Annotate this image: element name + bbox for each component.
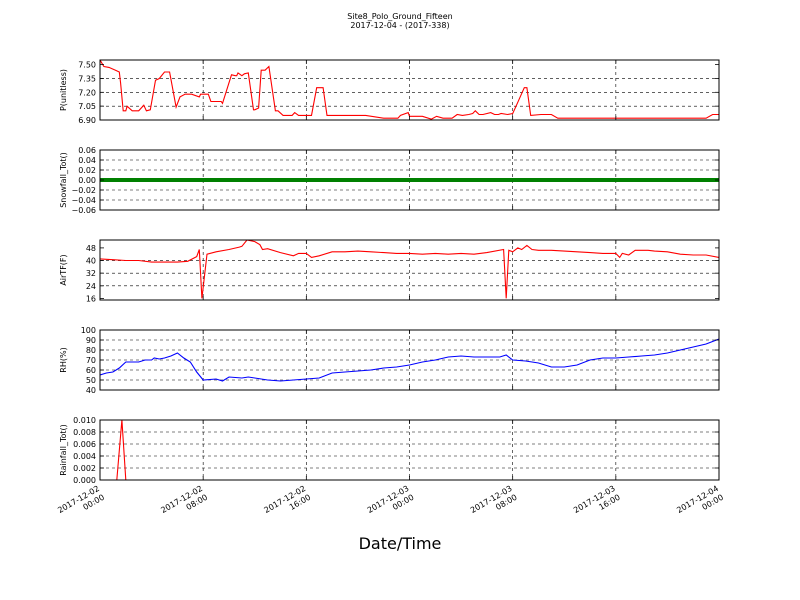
x-tick-label: 2017-12-0400:00 xyxy=(675,484,725,524)
y-tick-label: 70 xyxy=(86,356,96,365)
y-tick-label: −0.04 xyxy=(71,196,96,205)
y-axis-title: Rainfall_Tot() xyxy=(59,424,68,476)
y-tick-label: 0.002 xyxy=(73,464,96,473)
x-tick-label: 2017-12-0216:00 xyxy=(263,484,313,524)
x-tick-label: 2017-12-0316:00 xyxy=(572,484,622,524)
y-axis-title: P(unitless) xyxy=(59,69,68,111)
y-tick-label: 0.00 xyxy=(78,176,96,185)
y-tick-label: 0.000 xyxy=(73,476,96,485)
y-tick-label: 24 xyxy=(86,282,96,291)
x-tick-labels: 2017-12-0200:00 2017-12-0208:00 2017-12-02… xyxy=(56,484,725,524)
y-axis-title: Snowfall_Tot() xyxy=(59,152,68,208)
y-tick-label: 60 xyxy=(86,366,96,375)
panel-2: −0.06−0.04−0.020.000.020.040.06 Snowfall_… xyxy=(59,146,720,215)
y-tick-label: 50 xyxy=(86,376,96,385)
x-tick-label: 2017-12-0200:00 xyxy=(56,484,106,524)
y-tick-label: 48 xyxy=(86,244,96,253)
y-tick-label: 0.06 xyxy=(78,146,96,155)
y-tick-label: 80 xyxy=(86,346,96,355)
y-tick-label: 6.90 xyxy=(78,116,96,125)
chart-title: Site8_Polo_Ground_Fifteen xyxy=(347,12,453,21)
y-tick-label: 40 xyxy=(86,386,96,395)
y-tick-label: 7.50 xyxy=(78,61,96,70)
x-tick-label: 2017-12-0208:00 xyxy=(159,484,209,524)
x-axis-title: Date/Time xyxy=(358,534,442,553)
y-axis-title: RH(%) xyxy=(59,347,68,372)
chart-subtitle: 2017-12-04 - (2017-338) xyxy=(350,21,450,30)
y-tick-label: 7.20 xyxy=(78,88,96,97)
x-tick-label: 2017-12-0308:00 xyxy=(469,484,519,524)
y-tick-label: 0.010 xyxy=(73,416,96,425)
series-line xyxy=(100,338,719,382)
y-tick-label: −0.06 xyxy=(71,206,96,215)
y-tick-label: 40 xyxy=(86,257,96,266)
y-tick-label: −0.02 xyxy=(71,186,96,195)
y-tick-label: 100 xyxy=(81,326,96,335)
x-tick-label: 2017-12-0300:00 xyxy=(366,484,416,524)
y-axis-title: AirTF(F) xyxy=(59,254,68,285)
panel-3: 16 24 32 40 48 AirTF(F) xyxy=(59,239,720,303)
y-tick-label: 0.004 xyxy=(73,452,96,461)
y-tick-label: 0.006 xyxy=(73,440,96,449)
y-tick-label: 7.05 xyxy=(78,102,96,111)
y-tick-label: 0.02 xyxy=(78,166,96,175)
y-tick-label: 16 xyxy=(86,294,96,303)
series-line xyxy=(100,240,719,299)
panel-1: 6.90 7.05 7.20 7.35 7.50 P(unitless) xyxy=(59,59,720,125)
series-line xyxy=(100,60,719,120)
y-tick-label: 32 xyxy=(86,269,96,278)
panel-5: 0.000 0.002 0.004 0.006 0.008 0.010 Rainfall_T… xyxy=(59,416,720,485)
y-tick-label: 90 xyxy=(86,336,96,345)
y-tick-label: 0.04 xyxy=(78,156,96,165)
y-tick-label: 7.35 xyxy=(78,74,96,83)
y-tick-label: 0.008 xyxy=(73,428,96,437)
